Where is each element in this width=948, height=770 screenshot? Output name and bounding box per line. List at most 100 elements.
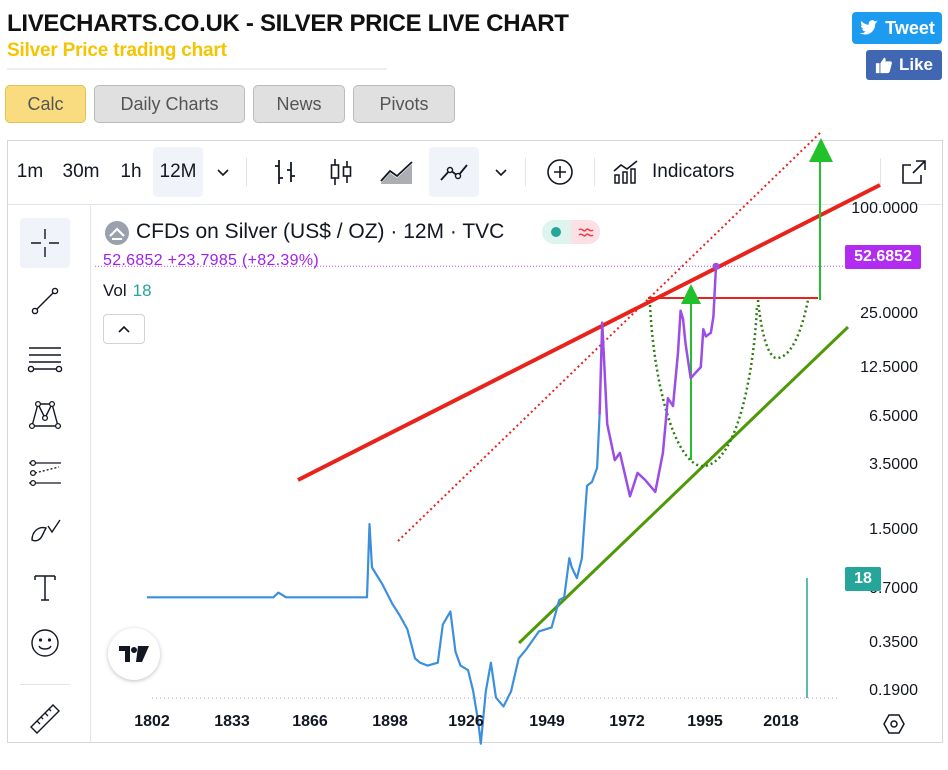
tweet-button[interactable]: Tweet [852,12,942,44]
brush-icon [31,519,61,542]
status-dot-icon [551,227,561,237]
tab-news[interactable]: News [253,85,345,123]
left-toolbar-divider [20,684,70,685]
area-chart-button[interactable] [372,147,422,197]
y-tick-label: 3.5000 [869,456,918,473]
interval-1h[interactable]: 1h [120,161,142,182]
prediction-icon [29,459,61,487]
chart-type-dropdown[interactable] [486,147,516,197]
interval-12m[interactable]: 12M [153,147,203,197]
support-trendline [517,325,850,645]
tweet-label: Tweet [885,17,935,38]
indicators-label: Indicators [652,161,735,182]
plus-circle-icon [547,159,573,185]
x-tick-label: 1866 [292,713,328,730]
y-tick-label: 25.0000 [860,305,918,322]
site-title: LIVECHARTS.CO.UK - SILVER PRICE LIVE CHA… [7,10,569,37]
x-tick-label: 1898 [372,713,408,730]
fullscreen-popout-button[interactable] [890,147,938,197]
last-price-tag: 52.6852 [845,245,921,269]
ohlc-bars-icon [275,160,295,184]
forecast-tool[interactable] [20,448,70,498]
badge-split [571,220,600,244]
pattern-tool[interactable] [20,390,70,440]
header-divider [7,68,387,70]
last-price-dot [712,262,720,270]
x-tick-label: 2018 [763,713,799,730]
interval-1m[interactable]: 1m [16,161,44,182]
bar-chart-button[interactable] [260,147,310,197]
projection-arrow-head [809,138,833,162]
volume-label: Vol [103,281,127,300]
left-toolbar-border [90,206,91,742]
candlestick-icon [330,159,352,185]
x-tick-label: 1972 [609,713,645,730]
symbol-title[interactable]: CFDs on Silver (US$ / OZ) · 12M · TVC [136,220,505,243]
site-subtitle: Silver Price trading chart [7,40,227,61]
collapse-legend-button[interactable] [103,314,145,344]
y-tick-label: 0.7000 [869,580,918,597]
fib-retracement-tool[interactable] [20,334,70,384]
x-tick-label: 1995 [687,713,723,730]
y-tick-label: 1.5000 [869,521,918,538]
horizontal-lines-icon [27,347,63,373]
price-change-readout: 52.6852 +23.7985 (+82.39%) [103,252,319,269]
toolbar-divider [594,158,595,186]
x-tick-label: 1802 [134,713,170,730]
x-tick-label: 1926 [448,713,484,730]
chevron-up-icon [118,325,130,333]
external-link-icon [902,160,926,184]
chart-settings-button[interactable] [880,710,908,738]
thumbs-up-icon [875,57,892,74]
handle-pattern-curve [756,299,810,360]
market-status-badge[interactable] [542,220,600,244]
twitter-bird-icon [859,20,878,35]
x-tick-label: 1833 [214,713,250,730]
compare-button[interactable] [536,147,584,197]
smiley-icon [31,629,59,657]
indicators-button[interactable]: Indicators [612,147,758,197]
tab-calc[interactable]: Calc [5,85,86,123]
y-tick-label: 6.5000 [869,408,918,425]
volume-readout: Vol 18 [103,281,152,301]
price-series-line-recent [598,266,718,498]
trend-line-icon [31,287,59,315]
ruler-icon [30,704,60,734]
xabcd-pattern-icon [28,400,62,430]
crosshair-tool[interactable] [20,218,70,268]
interval-dropdown[interactable] [208,147,238,197]
cup-pattern-curve [648,304,759,468]
y-tick-label: 0.3500 [869,634,918,651]
chevron-down-icon [217,169,229,177]
text-tool[interactable] [20,562,70,612]
tab-pivots[interactable]: Pivots [353,85,455,123]
volume-tag: 18 [845,567,881,591]
ruler-tool[interactable] [20,694,70,744]
trend-line-tool[interactable] [20,276,70,326]
target-arrow-head [681,284,701,304]
y-tick-label: 12.5000 [860,359,918,376]
brush-tool[interactable] [20,506,70,556]
tradingview-logo[interactable] [108,628,160,680]
line-chart-button[interactable] [429,147,479,197]
toolbar-divider [246,158,247,186]
toolbar-divider-horizontal [8,204,942,205]
toolbar-divider [880,158,881,186]
indicators-icon [613,160,638,184]
volume-value: 18 [132,281,152,300]
x-tick-label: 1949 [529,713,565,730]
hexagon-settings-icon [883,714,905,734]
chevron-down-icon [495,169,507,177]
emoji-tool[interactable] [20,618,70,668]
tab-daily-charts[interactable]: Daily Charts [94,85,245,123]
like-button[interactable]: Like [866,50,942,80]
approx-icon [578,228,594,237]
crosshair-icon [31,229,59,257]
text-t-icon [34,575,56,601]
symbol-logo-icon [105,221,129,245]
line-with-markers-icon [440,164,468,181]
candles-button[interactable] [316,147,366,197]
interval-30m[interactable]: 30m [62,161,100,182]
toolbar-divider [525,158,526,186]
